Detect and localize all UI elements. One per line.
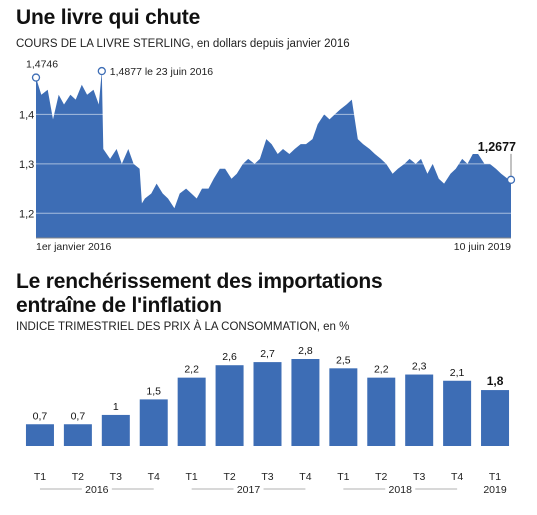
annotation-marker (97, 66, 106, 76)
year-group-label: 2016 (85, 484, 109, 496)
x-tick-label: T4 (451, 471, 463, 483)
x-tick-label: 10 juin 2019 (454, 241, 511, 253)
y-tick-label: 1,2 (19, 208, 34, 220)
x-tick-label: 1er janvier 2016 (36, 241, 111, 253)
year-group-label: 2017 (237, 484, 261, 496)
annotation-marker (31, 73, 41, 82)
x-tick-label: T2 (72, 471, 84, 483)
x-tick-label: T3 (261, 471, 273, 483)
bar (291, 359, 320, 446)
bar-value-label: 2,7 (260, 348, 275, 360)
year-group-label: 2018 (389, 484, 413, 496)
inflation-bar-chart: 0,7 T1 0,7 T2 1 T3 1,5 T4 2,2 T1 2,6 T2 2,7 T3 2,8 T4 2,… (25, 345, 510, 496)
annotation-label: 1,2677 (478, 140, 516, 154)
y-tick-label: 1,3 (19, 159, 34, 171)
bar-value-label: 2,2 (374, 364, 389, 376)
bar-value-label: 1,8 (487, 374, 504, 388)
x-tick-label: T3 (110, 471, 122, 483)
bar-value-label: 0,7 (33, 410, 48, 422)
chart1-title: Une livre qui chute (16, 6, 201, 29)
bar-value-label: 2,1 (450, 367, 465, 379)
x-tick-label: T4 (148, 471, 160, 483)
bar (253, 362, 282, 446)
bar-value-label: 2,8 (298, 345, 313, 357)
x-tick-label: T1 (337, 471, 349, 483)
bar (367, 377, 396, 446)
pound-rate-series-area (36, 71, 511, 238)
x-tick-label: T2 (375, 471, 387, 483)
x-tick-label: T1 (489, 471, 501, 483)
bar (25, 424, 54, 446)
bar (329, 368, 358, 446)
bar-value-label: 1 (113, 401, 119, 413)
x-tick-label: T2 (223, 471, 235, 483)
bar-value-label: 2,2 (184, 364, 199, 376)
bar (405, 374, 434, 446)
bar-value-label: 0,7 (71, 410, 86, 422)
annotation-label: 1,4877 le 23 juin 2016 (110, 66, 213, 78)
bar-value-label: 2,3 (412, 361, 427, 373)
bar-value-label: 2,6 (222, 351, 237, 363)
bar (215, 365, 244, 446)
bar (177, 377, 206, 446)
year-group-label: 2019 (483, 484, 507, 496)
x-tick-label: T3 (413, 471, 425, 483)
y-tick-label: 1,4 (19, 109, 34, 121)
x-tick-label: T4 (299, 471, 311, 483)
bar (63, 424, 92, 446)
bar (443, 380, 472, 446)
annotation-marker (506, 175, 516, 184)
bar-value-label: 1,5 (146, 385, 161, 397)
bar (139, 399, 168, 446)
chart1-subtitle: COURS DE LA LIVRE STERLING, en dollars d… (16, 38, 350, 50)
x-tick-label: T1 (186, 471, 198, 483)
chart2-title: Le renchérissement des importations entr… (16, 270, 383, 317)
bar-value-label: 2,5 (336, 354, 351, 366)
chart2-subtitle: INDICE TRIMESTRIEL DES PRIX À LA CONSOMM… (16, 321, 350, 333)
bar (101, 414, 130, 446)
annotation-label: 1,4746 (26, 59, 58, 71)
pound-rate-area-chart: 1,2 1,3 1,4 1er janvier 2016 10 juin 2019 1,4… (19, 59, 516, 253)
x-tick-label: T1 (34, 471, 46, 483)
bar (481, 390, 510, 446)
